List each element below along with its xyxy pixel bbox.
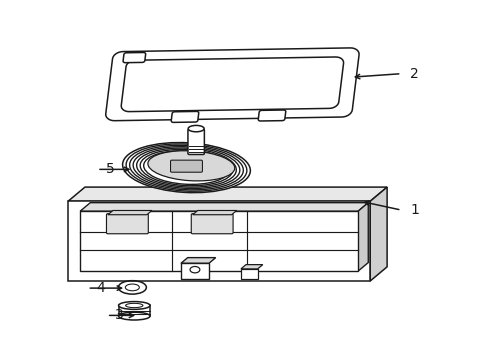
Ellipse shape <box>118 312 150 320</box>
Text: 4: 4 <box>96 281 104 295</box>
FancyBboxPatch shape <box>187 129 204 154</box>
Polygon shape <box>369 187 386 281</box>
Polygon shape <box>241 269 257 279</box>
Ellipse shape <box>122 143 250 193</box>
Text: 3: 3 <box>115 309 124 323</box>
Polygon shape <box>181 263 208 279</box>
Polygon shape <box>118 306 150 316</box>
Ellipse shape <box>147 151 234 181</box>
Polygon shape <box>80 203 367 211</box>
Ellipse shape <box>188 125 203 132</box>
Text: 2: 2 <box>409 67 418 81</box>
FancyBboxPatch shape <box>191 214 233 234</box>
Polygon shape <box>258 110 285 121</box>
Polygon shape <box>68 187 386 201</box>
Text: 1: 1 <box>409 203 418 217</box>
Polygon shape <box>123 53 145 63</box>
Ellipse shape <box>118 302 150 309</box>
Polygon shape <box>80 211 357 271</box>
Polygon shape <box>121 57 343 112</box>
Polygon shape <box>171 111 198 122</box>
Polygon shape <box>241 265 262 269</box>
Polygon shape <box>68 201 369 281</box>
Polygon shape <box>181 258 215 263</box>
Polygon shape <box>357 203 367 271</box>
Text: 5: 5 <box>105 162 114 176</box>
Polygon shape <box>108 211 152 215</box>
FancyBboxPatch shape <box>106 214 148 234</box>
Polygon shape <box>192 211 236 215</box>
FancyBboxPatch shape <box>170 160 202 172</box>
